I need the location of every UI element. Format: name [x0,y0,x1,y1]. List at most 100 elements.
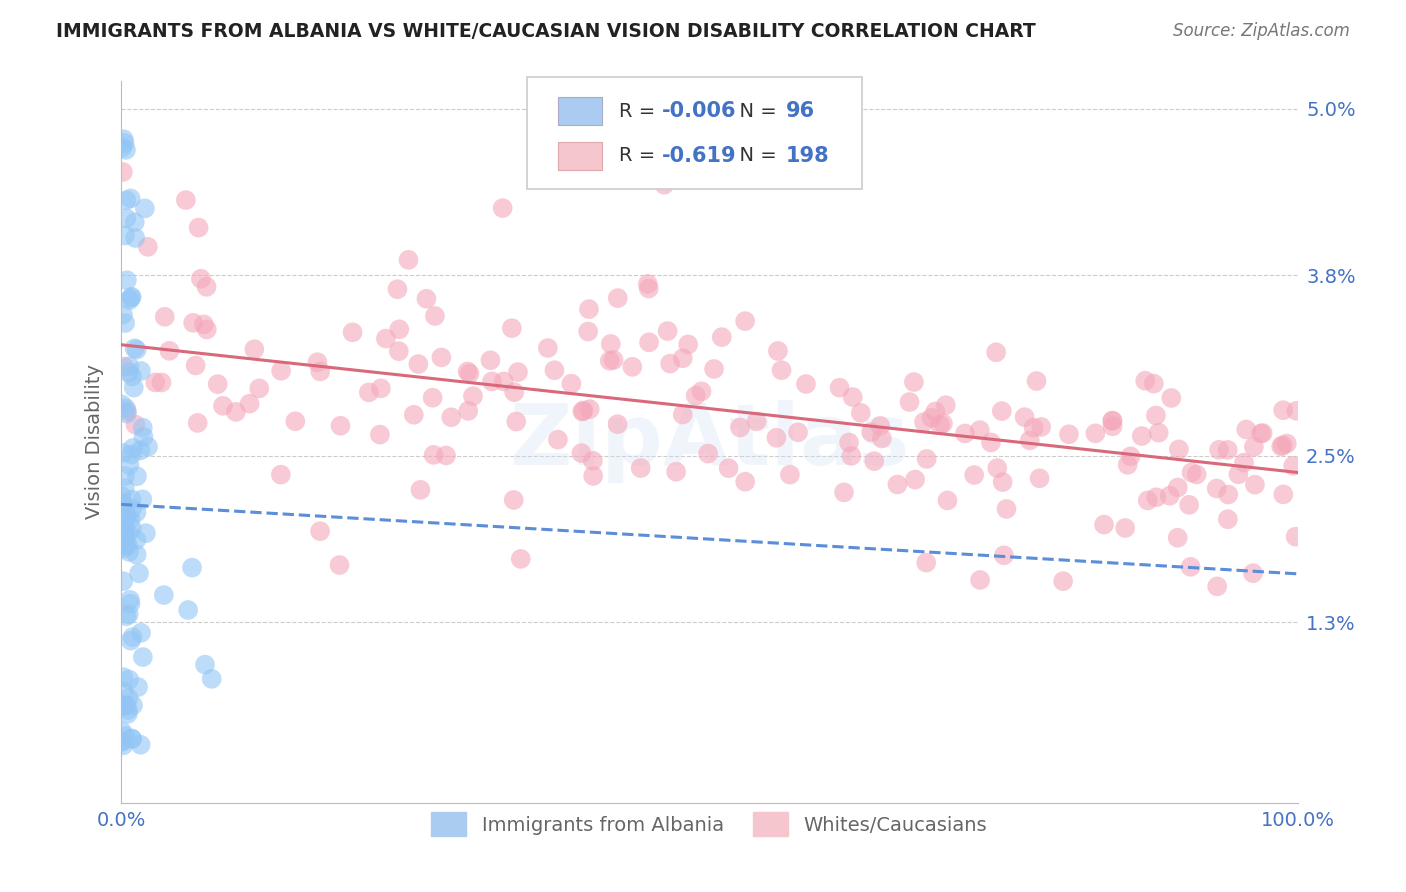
Point [1285,404,1308,418]
Point [461,389,484,403]
Point [492,375,515,389]
Point [1208,442,1230,457]
Text: Source: ZipAtlas.com: Source: ZipAtlas.com [1173,22,1350,40]
Point [115,401,138,416]
Point [118,607,141,622]
Point [1270,439,1292,453]
Point [1180,559,1202,574]
Point [125,469,148,483]
Point [630,461,652,475]
Point [690,384,713,399]
Point [652,178,675,192]
Point [599,353,621,368]
Point [114,136,136,150]
Point [710,330,733,344]
Point [779,467,801,482]
Point [505,415,527,429]
Point [129,738,152,752]
Point [457,364,479,378]
Point [120,291,142,305]
Point [111,734,134,748]
Point [606,291,628,305]
Point [177,603,200,617]
Point [129,364,152,378]
Point [118,359,141,374]
Point [1241,566,1264,581]
Point [672,408,695,422]
Point [207,377,229,392]
Point [201,672,224,686]
Point [111,495,134,509]
Point [132,421,155,435]
Point [1144,490,1167,504]
Point [703,362,725,376]
Point [117,703,139,717]
Point [1114,521,1136,535]
Point [112,497,135,511]
Point [569,446,592,460]
Point [502,492,524,507]
FancyBboxPatch shape [527,78,862,189]
Point [115,404,138,418]
Point [388,344,411,359]
Point [129,443,152,458]
Point [501,321,523,335]
Point [121,521,143,535]
Point [935,398,957,412]
Point [415,292,437,306]
Point [120,191,142,205]
Point [599,337,621,351]
Point [117,691,139,706]
Point [509,552,531,566]
Point [212,399,235,413]
Point [1272,487,1295,501]
Point [1206,579,1229,593]
Point [440,410,463,425]
Point [1130,429,1153,443]
Point [734,475,756,489]
Point [122,441,145,455]
Point [187,416,209,430]
Legend: Immigrants from Albania, Whites/Caucasians: Immigrants from Albania, Whites/Caucasia… [423,805,995,844]
Point [1234,422,1257,436]
Point [136,240,159,254]
Point [368,427,391,442]
Point [329,418,352,433]
Point [112,541,135,556]
Point [1251,425,1274,440]
Point [112,539,135,553]
Point [270,364,292,378]
Point [110,489,132,503]
Point [127,680,149,694]
Point [121,448,143,462]
Point [117,537,139,551]
Point [157,343,180,358]
Point [124,417,146,432]
Point [578,302,600,317]
Point [434,449,457,463]
Point [1159,489,1181,503]
Text: IMMIGRANTS FROM ALBANIA VS WHITE/CAUCASIAN VISION DISABILITY CORRELATION CHART: IMMIGRANTS FROM ALBANIA VS WHITE/CAUCASI… [56,22,1036,41]
Point [181,560,204,574]
Point [430,351,453,365]
Point [921,410,943,425]
Point [1218,487,1240,501]
Point [121,630,143,644]
Point [115,698,138,713]
Point [357,385,380,400]
Point [124,215,146,229]
Point [143,376,166,390]
Point [993,549,1015,563]
Point [1092,517,1115,532]
Point [225,405,247,419]
Point [111,165,134,179]
Point [112,446,135,460]
Point [387,282,409,296]
Point [849,406,872,420]
Point [110,516,132,531]
Point [125,343,148,357]
Point [457,404,479,418]
Point [766,343,789,358]
Point [115,193,138,207]
Point [479,353,502,368]
